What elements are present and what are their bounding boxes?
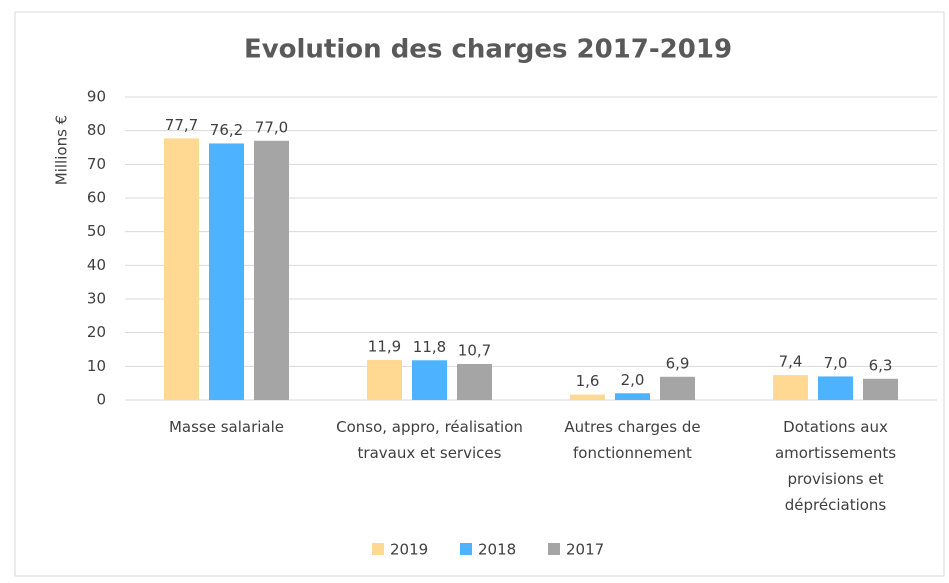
bar bbox=[164, 138, 199, 400]
bar bbox=[773, 375, 808, 400]
y-tick-label: 30 bbox=[87, 290, 106, 308]
y-tick-label: 70 bbox=[87, 155, 106, 173]
data-label: 6,3 bbox=[869, 356, 893, 374]
legend-swatch bbox=[460, 543, 472, 555]
data-label: 1,6 bbox=[576, 372, 600, 390]
data-label: 76,2 bbox=[210, 121, 243, 139]
x-tick-label: Autres charges de fonctionnement bbox=[564, 418, 701, 462]
y-tick-label: 60 bbox=[87, 189, 106, 207]
y-tick-label: 50 bbox=[87, 222, 106, 240]
x-tick-label-box: Masse salariale bbox=[168, 418, 285, 436]
data-label: 2,0 bbox=[621, 371, 645, 389]
bar bbox=[254, 140, 289, 400]
bar bbox=[615, 393, 650, 400]
y-tick-label: 40 bbox=[87, 256, 106, 274]
legend-label: 2018 bbox=[478, 541, 516, 559]
x-tick-label: Dotations aux amortissements provisions … bbox=[774, 418, 897, 514]
legend-swatch bbox=[372, 543, 384, 555]
bar bbox=[863, 378, 898, 400]
data-label: 10,7 bbox=[458, 341, 491, 359]
data-label: 6,9 bbox=[666, 354, 690, 372]
bar bbox=[818, 376, 853, 400]
bar bbox=[412, 360, 447, 400]
y-tick-label: 10 bbox=[87, 357, 106, 375]
data-label: 11,9 bbox=[368, 337, 401, 355]
bar bbox=[457, 363, 492, 400]
x-tick-label-box: Autres charges de fonctionnement bbox=[564, 418, 701, 462]
legend-label: 2017 bbox=[566, 541, 604, 559]
bar bbox=[660, 376, 695, 400]
data-label: 11,8 bbox=[413, 338, 446, 356]
x-tick-label: Conso, appro, réalisation travaux et ser… bbox=[336, 418, 523, 462]
y-tick-label: 90 bbox=[87, 88, 106, 106]
x-tick-label-box: Dotations aux amortissements provisions … bbox=[774, 418, 897, 514]
y-axis-label: Millions € bbox=[53, 115, 71, 185]
x-tick-label: Masse salariale bbox=[168, 418, 285, 436]
y-tick-label: 0 bbox=[96, 391, 106, 409]
x-tick-label-box: Conso, appro, réalisation travaux et ser… bbox=[336, 418, 523, 462]
bar bbox=[367, 359, 402, 400]
data-label: 7,0 bbox=[824, 354, 848, 372]
y-tick-label: 20 bbox=[87, 323, 106, 341]
bar bbox=[570, 394, 605, 400]
bar bbox=[209, 143, 244, 400]
data-label: 77,0 bbox=[255, 118, 288, 136]
legend-label: 2019 bbox=[390, 541, 428, 559]
legend-swatch bbox=[548, 543, 560, 555]
chart-title: Evolution des charges 2017-2019 bbox=[244, 35, 732, 65]
y-tick-label: 80 bbox=[87, 121, 106, 139]
data-label: 77,7 bbox=[165, 116, 198, 134]
data-label: 7,4 bbox=[779, 353, 803, 371]
